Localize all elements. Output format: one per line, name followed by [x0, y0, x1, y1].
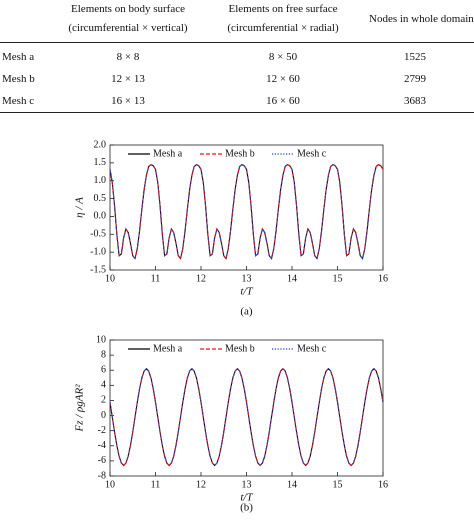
legend-label: Mesh a — [153, 343, 183, 354]
x-tick-label: 16 — [378, 273, 388, 284]
y-tick-label: -1.0 — [90, 246, 106, 257]
x-tick-label: 13 — [242, 273, 252, 284]
legend-label: Mesh b — [225, 148, 255, 159]
y-tick-label: 1.5 — [94, 157, 107, 168]
table-cell: 12 × 13 — [111, 73, 145, 85]
x-axis-label: t/T — [240, 492, 253, 504]
table-cell: 16 × 13 — [111, 95, 145, 107]
y-tick-label: -2 — [98, 425, 106, 436]
column-header: (circumferential × vertical) — [68, 22, 188, 34]
table-cell: 8 × 50 — [268, 51, 298, 63]
y-tick-label: -4 — [98, 440, 106, 451]
y-tick-label: 8 — [101, 349, 106, 360]
y-axis-label: η / A — [74, 197, 86, 218]
x-axis-label: t/T — [240, 286, 253, 298]
column-header: Nodes in whole domain — [369, 13, 474, 25]
table-cell: 16 × 60 — [266, 95, 300, 107]
x-tick-label: 11 — [151, 273, 161, 284]
y-tick-label: 0.0 — [94, 211, 107, 222]
y-tick-label: -1.5 — [90, 264, 106, 275]
legend-label: Mesh b — [225, 343, 255, 354]
x-tick-label: 12 — [196, 273, 206, 284]
x-tick-label: 11 — [151, 479, 161, 490]
data-line — [109, 367, 384, 467]
y-axis-label: Fz / ρgAR² — [74, 384, 86, 433]
column-header: (circumferential × radial) — [227, 22, 339, 34]
plot-frame — [109, 339, 384, 477]
y-tick-label: 10 — [96, 334, 106, 345]
table-cell: 8 × 8 — [116, 51, 140, 63]
column-header: Elements on free surface — [228, 3, 338, 15]
y-tick-label: 0.5 — [94, 193, 107, 204]
x-tick-label: 14 — [287, 479, 297, 490]
y-tick-label: 4 — [101, 380, 106, 391]
y-tick-label: 0 — [101, 410, 106, 421]
y-tick-label: -8 — [98, 470, 106, 481]
column-header: Elements on body surface — [71, 3, 185, 15]
table-cell: 12 × 60 — [266, 73, 300, 85]
y-tick-label: 6 — [101, 365, 106, 376]
x-tick-label: 12 — [196, 479, 206, 490]
x-tick-label: 14 — [287, 273, 297, 284]
legend-label: Mesh c — [297, 343, 327, 354]
table-cell: 1525 — [404, 51, 426, 63]
x-tick-label: 10 — [105, 273, 115, 284]
table-rule — [0, 42, 474, 43]
row-label: Mesh b — [2, 73, 35, 85]
y-tick-label: 1.0 — [94, 175, 107, 186]
x-tick-label: 16 — [378, 479, 388, 490]
row-label: Mesh a — [2, 51, 35, 63]
y-tick-label: -6 — [98, 455, 106, 466]
x-tick-label: 13 — [242, 479, 252, 490]
data-line — [109, 163, 384, 260]
y-tick-label: 2.0 — [94, 139, 107, 150]
data-line — [109, 367, 384, 467]
table-cell: 2799 — [404, 73, 426, 85]
caption: (b) — [240, 502, 253, 514]
x-tick-label: 10 — [105, 479, 115, 490]
data-line — [109, 367, 384, 467]
legend-label: Mesh c — [297, 148, 327, 159]
legend-label: Mesh a — [153, 148, 183, 159]
caption: (a) — [240, 306, 253, 318]
y-tick-label: 2 — [101, 395, 106, 406]
x-tick-label: 15 — [333, 479, 343, 490]
table-rule — [0, 112, 474, 113]
y-tick-label: -0.5 — [90, 229, 106, 240]
x-tick-label: 15 — [333, 273, 343, 284]
table-cell: 3683 — [404, 95, 426, 107]
row-label: Mesh c — [2, 95, 35, 107]
